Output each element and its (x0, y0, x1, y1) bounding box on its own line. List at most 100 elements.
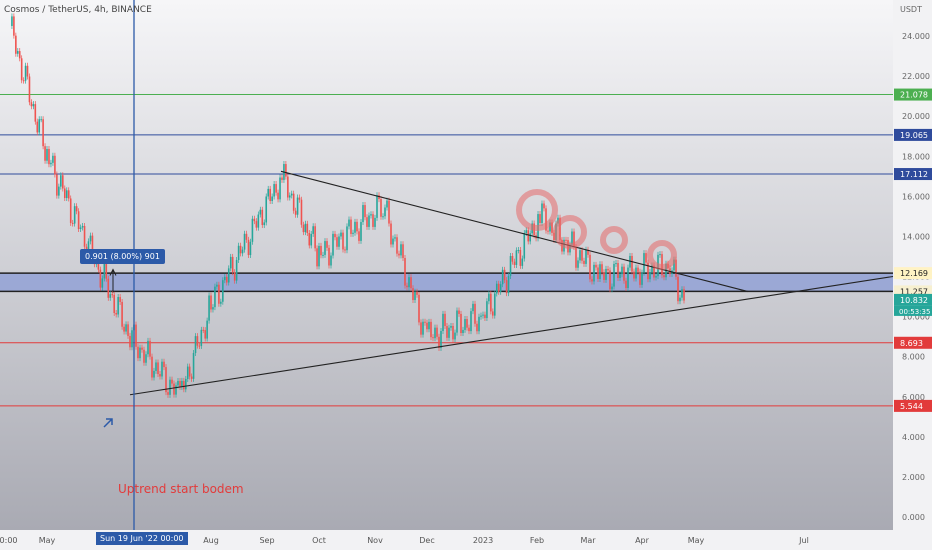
candle-body (376, 195, 378, 218)
candle-body (402, 244, 404, 259)
candle-body (342, 232, 344, 250)
candle-body (200, 329, 203, 346)
candle-body (288, 195, 291, 198)
candle-body (194, 336, 197, 354)
candle-body (571, 231, 573, 245)
candle-body (273, 184, 275, 197)
candle-body (30, 102, 33, 107)
price-badge (894, 293, 932, 306)
price-badge-label: 19.065 (900, 131, 928, 140)
candle-body (579, 250, 581, 261)
candle-body (292, 193, 295, 211)
candle-body (279, 177, 281, 200)
candle-body (493, 293, 496, 316)
candle-body (81, 225, 84, 228)
price-badge (894, 168, 932, 181)
candle-body (129, 335, 131, 348)
candle-body (239, 245, 242, 254)
candle-body (101, 278, 104, 288)
candle-body (597, 267, 599, 279)
candle-body (179, 380, 181, 388)
candle-body (60, 175, 62, 187)
candle-body (326, 241, 328, 248)
candle-body (386, 200, 388, 208)
candle-body (346, 226, 348, 251)
candle-body (281, 177, 283, 180)
candle-body (599, 264, 601, 279)
candle-body (69, 198, 72, 223)
candle-body (277, 192, 279, 200)
candle-body (382, 216, 384, 218)
candle-body (495, 283, 498, 294)
candle-body (565, 239, 567, 241)
candle-body (218, 284, 220, 304)
candle-body (107, 278, 110, 298)
candle-body (633, 271, 635, 279)
highlight-circle (553, 215, 587, 249)
candle-body (163, 361, 165, 368)
candle-body (188, 366, 191, 377)
candle-body (442, 313, 444, 331)
candle-body (398, 253, 400, 256)
candle-body (155, 362, 157, 371)
x-tick-label: Sep (259, 536, 274, 545)
candle-body (450, 325, 452, 328)
candle-body (605, 268, 607, 280)
candle-body (679, 297, 681, 302)
candle-body (545, 208, 547, 231)
x-tick-label: May (688, 536, 705, 545)
candle-body (384, 207, 386, 217)
candle-body (50, 162, 52, 165)
candle-body (503, 269, 506, 281)
candle-body (497, 283, 500, 292)
candle-body (683, 289, 685, 301)
candle-body (328, 247, 330, 266)
y-tick-label: 8.000 (902, 353, 925, 362)
candle-body (581, 250, 583, 261)
candle-body (161, 361, 163, 377)
candle-body (275, 184, 277, 193)
candle-body (422, 321, 424, 335)
candle-body (265, 196, 268, 223)
candle-body (523, 232, 526, 259)
candle-body (243, 233, 246, 250)
price-badge (894, 267, 932, 280)
candle-body (75, 206, 78, 212)
candle-body (362, 205, 364, 223)
candle-body (629, 255, 631, 268)
candle-body (454, 332, 456, 340)
candle-body (157, 362, 159, 375)
candle-body (356, 221, 358, 232)
candle-body (501, 269, 504, 285)
candle-body (396, 237, 398, 254)
candle-body (224, 276, 226, 281)
price-badge (894, 336, 932, 349)
candle-body (79, 227, 82, 230)
candle-body (499, 284, 502, 292)
candle-body (145, 354, 147, 363)
descending-trendline (280, 170, 749, 293)
candle-body (587, 249, 589, 255)
candle-body (647, 262, 649, 280)
candle-body (625, 280, 627, 289)
candle-body (543, 203, 545, 209)
candle-body (352, 232, 354, 234)
candle-body (71, 222, 74, 224)
x-tick-label: Feb (530, 536, 544, 545)
candle-body (412, 288, 414, 301)
candle-body (480, 315, 482, 317)
candle-body (641, 272, 643, 285)
price-badge-label: 12.169 (900, 269, 928, 278)
candle-body (414, 291, 416, 301)
candle-body (171, 379, 173, 384)
candle-body (462, 329, 464, 334)
candle-body (22, 80, 25, 82)
candle-body (360, 222, 362, 241)
candle-body (378, 195, 380, 200)
candle-body (372, 214, 374, 227)
candle-body (460, 313, 462, 334)
candle-body (410, 277, 412, 289)
candle-body (269, 188, 271, 201)
candle-body (577, 260, 579, 268)
